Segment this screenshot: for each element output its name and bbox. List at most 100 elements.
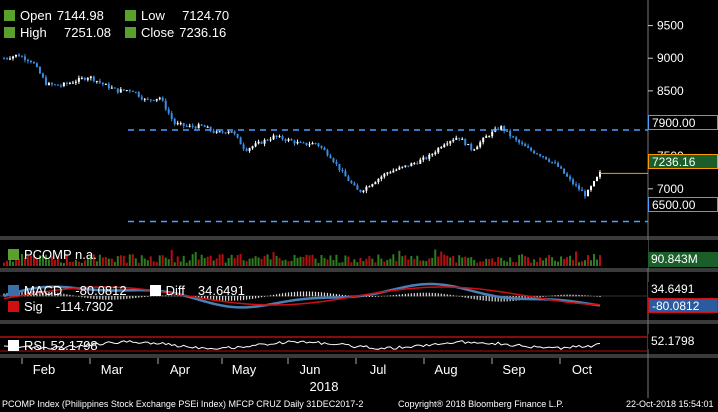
macd-diff-bar — [240, 296, 242, 301]
legend-swatch — [124, 27, 136, 38]
volume-bar — [293, 254, 296, 266]
macd-diff-bar — [572, 294, 574, 297]
macd-diff-bar — [425, 292, 427, 297]
candle-body — [590, 186, 593, 191]
candle-body — [83, 77, 86, 80]
volume-bar — [173, 262, 176, 266]
candle-body — [5, 58, 8, 60]
macd-diff-bar — [225, 296, 227, 301]
volume-bar — [392, 254, 395, 266]
x-tick-label: May — [232, 362, 257, 377]
panel-separator — [0, 268, 718, 272]
candle-body — [440, 147, 443, 149]
volume-bar — [533, 259, 536, 266]
volume-bar — [251, 258, 254, 266]
candle-body — [128, 90, 131, 92]
macd-diff-bar — [539, 296, 541, 298]
macd-diff-bar — [90, 296, 92, 299]
candle-body — [539, 154, 542, 157]
volume-bar — [125, 262, 128, 266]
candle-body — [485, 136, 488, 138]
candle-body — [188, 125, 191, 127]
candle-body — [323, 147, 326, 151]
macd-diff-bar — [416, 292, 418, 297]
macd-diff-bar — [422, 292, 424, 297]
volume-bar — [281, 260, 284, 266]
macd-diff-bar — [204, 296, 206, 299]
volume-bar — [473, 260, 476, 266]
candle-body — [284, 139, 287, 141]
volume-bar — [335, 254, 338, 266]
volume-bar — [188, 260, 191, 266]
candle-body — [257, 141, 260, 144]
candle-body — [452, 139, 455, 142]
volume-bar — [587, 255, 590, 266]
volume-bar — [527, 257, 530, 266]
candle-body — [386, 172, 389, 174]
candle-body — [41, 73, 44, 78]
candle-body — [599, 172, 601, 177]
volume-bar — [320, 254, 323, 266]
macd-diff-bar — [563, 294, 565, 297]
macd-diff-bar — [317, 291, 320, 297]
candle-body — [464, 138, 467, 146]
macd-diff-bar — [284, 292, 287, 297]
volume-bar — [65, 255, 68, 266]
candle-body — [467, 143, 470, 146]
volume-bar — [221, 254, 224, 266]
legend-swatch — [8, 301, 19, 312]
candle-body — [317, 143, 320, 146]
candle-body — [170, 113, 173, 119]
candle-body — [419, 159, 422, 164]
macd-diff-bar — [560, 294, 562, 297]
candle-body — [26, 59, 29, 61]
candle-body — [512, 136, 515, 138]
macd-diff-bar — [584, 295, 586, 297]
volume-bar — [434, 249, 437, 266]
volume-bar — [545, 257, 548, 266]
candle-body — [227, 131, 230, 133]
macd-diff-bar — [305, 291, 308, 297]
volume-bar — [452, 255, 455, 266]
volume-bar — [308, 255, 311, 266]
volume-bar — [41, 255, 44, 266]
macd-diff-bar — [168, 295, 170, 297]
candle-body — [500, 126, 503, 130]
x-tick-label: Jul — [370, 362, 387, 377]
macd-diff-bar — [341, 294, 344, 297]
volume-bar — [59, 262, 62, 266]
macd-diff-bar — [446, 294, 448, 297]
volume-bar — [185, 262, 188, 266]
macd-diff-bar — [63, 293, 65, 297]
candle-body — [365, 186, 368, 191]
volume-bar — [209, 255, 212, 266]
candle-body — [338, 163, 341, 170]
candle-body — [281, 136, 284, 140]
candle-body — [380, 176, 383, 179]
candle-body — [416, 163, 419, 165]
macd-diff-bar — [419, 292, 421, 297]
macd-diff-bar — [575, 294, 577, 297]
volume-bar — [218, 254, 221, 266]
volume-bar — [419, 260, 422, 266]
candle-body — [314, 143, 317, 145]
volume-bar — [83, 260, 86, 266]
macd-diff-bar — [257, 296, 260, 298]
volume-bar — [440, 251, 443, 266]
volume-bar — [155, 262, 158, 266]
candle-body — [479, 142, 482, 147]
candle-body — [161, 97, 164, 101]
price-candles — [3, 53, 601, 199]
macd-diff-bar — [365, 296, 367, 297]
volume-bar — [53, 259, 56, 266]
candle-body — [68, 82, 71, 84]
candle-body — [581, 189, 584, 192]
macd-diff-bar — [467, 296, 469, 299]
volume-bar — [428, 258, 431, 266]
volume-bar — [122, 255, 125, 266]
volume-bar — [86, 259, 89, 266]
volume-bar — [227, 258, 230, 266]
volume-bar — [104, 257, 107, 266]
candle-body — [434, 152, 437, 155]
volume-bar — [443, 254, 446, 266]
